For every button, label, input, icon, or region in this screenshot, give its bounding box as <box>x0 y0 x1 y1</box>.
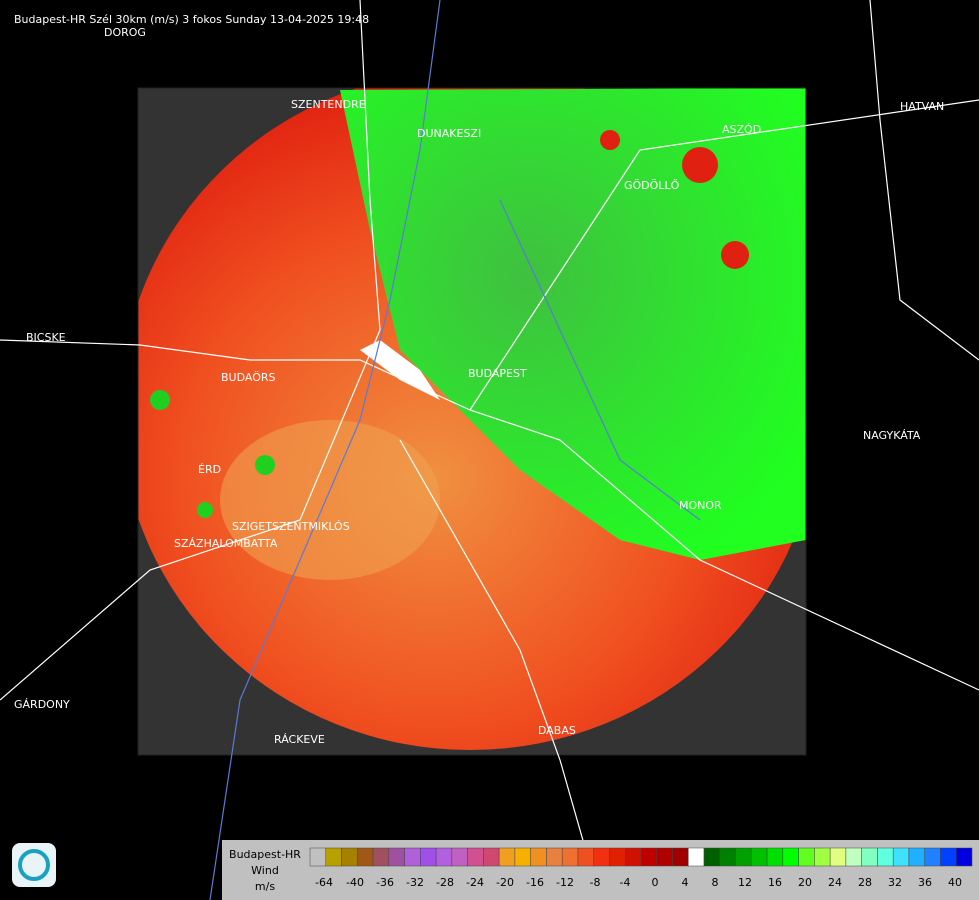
city-label: MONOR <box>679 499 722 512</box>
city-label: BUDAPEST <box>468 367 527 380</box>
legend-tick-label: 36 <box>918 876 932 889</box>
legend-swatch <box>955 847 973 867</box>
legend-swatch <box>924 847 941 867</box>
legend-tick-label: -20 <box>496 876 514 889</box>
legend-swatch <box>388 847 405 867</box>
legend-tick-label: -64 <box>315 876 333 889</box>
legend-swatch <box>892 847 910 867</box>
legend-tick-label: 20 <box>798 876 812 889</box>
legend-swatch <box>908 847 925 867</box>
legend-swatch <box>309 847 327 867</box>
river <box>209 0 441 900</box>
city-label: GÖDÖLLŐ <box>624 178 680 192</box>
legend-swatch <box>719 847 736 867</box>
radar-frame <box>137 87 807 756</box>
legend-swatch <box>435 847 453 867</box>
legend-swatch <box>640 847 658 867</box>
legend-swatch <box>845 847 862 867</box>
legend-tick-label: -40 <box>346 876 364 889</box>
city-label: ASZÓD <box>722 123 761 136</box>
legend-tick-label: -32 <box>406 876 424 889</box>
legend-swatch <box>404 847 421 867</box>
legend-swatch <box>498 847 516 867</box>
road <box>0 339 979 691</box>
legend-swatch <box>325 847 342 867</box>
city-label: BICSKE <box>26 331 66 344</box>
legend-swatch <box>420 847 437 867</box>
legend-scale: -64 -40 -36 -32 -28 -24 -20 -16 -12 -8 -4 0 4 8 12 16 20… <box>309 847 973 889</box>
legend-swatch <box>467 847 484 867</box>
legend-swatch <box>609 847 626 867</box>
road <box>399 439 601 900</box>
city-label: BUDAÖRS <box>221 371 276 384</box>
legend-swatch <box>940 847 957 867</box>
legend-tick-label: 16 <box>768 876 782 889</box>
legend-swatch <box>877 847 894 867</box>
legend-swatch <box>593 847 610 867</box>
legend-tick-label: -36 <box>376 876 394 889</box>
legend-swatch <box>656 847 673 867</box>
city-label: SZÁZHALOMBATTA <box>174 537 278 550</box>
river <box>499 199 701 521</box>
city-label: NAGYKÁTA <box>863 429 921 442</box>
city-label: SZIGETSZENTMIKLÓS <box>232 520 350 533</box>
legend-title: Budapest-HR <box>229 848 301 861</box>
city-label: ÉRD <box>198 463 221 476</box>
legend-swatch <box>514 847 531 867</box>
legend-swatch <box>483 847 500 867</box>
legend-swatch <box>546 847 563 867</box>
legend-tick-label: 24 <box>828 876 842 889</box>
road <box>0 0 381 701</box>
radar-echo <box>138 88 806 750</box>
legend-unit: m/s <box>255 880 275 893</box>
title: Budapest-HR Szél 30km (m/s) 3 fokos Sund… <box>14 13 369 26</box>
city-label: HATVAN <box>900 100 944 113</box>
legend-swatch <box>530 847 547 867</box>
legend-tick-label: 40 <box>948 876 962 889</box>
city-label: DOROG <box>104 26 146 39</box>
legend-tick-label: -12 <box>556 876 574 889</box>
legend-swatch <box>561 847 579 867</box>
legend-swatch <box>798 847 815 867</box>
city-label: DUNAKESZI <box>417 127 481 140</box>
legend-swatch <box>782 847 799 867</box>
legend-tick-label: 12 <box>738 876 752 889</box>
legend-swatch <box>735 847 752 867</box>
legend-tick-label: 0 <box>652 876 659 889</box>
legend-swatch <box>372 847 390 867</box>
legend-swatch <box>861 847 878 867</box>
legend-swatch <box>577 847 594 867</box>
road <box>469 99 979 411</box>
legend-tick-label: -8 <box>590 876 601 889</box>
legend-swatch <box>766 847 784 867</box>
city-label: GÁRDONY <box>14 698 70 711</box>
legend-tick-label: 28 <box>858 876 872 889</box>
legend-swatch <box>688 847 705 867</box>
legend-tick-label: -28 <box>436 876 454 889</box>
legend-subtitle: Wind <box>251 864 279 877</box>
legend-swatch <box>624 847 642 867</box>
city-label: DABAS <box>538 724 576 737</box>
legend-tick-label: -4 <box>620 876 631 889</box>
legend-swatch <box>829 847 847 867</box>
legend-swatch <box>357 847 374 867</box>
city-label: RÁCKEVE <box>274 733 325 746</box>
legend-tick-label: 4 <box>682 876 689 889</box>
road <box>869 0 979 361</box>
legend-swatch <box>814 847 831 867</box>
legend-swatch <box>672 847 689 867</box>
legend-swatch <box>703 847 721 867</box>
logo <box>12 843 56 887</box>
legend-tick-label: 8 <box>712 876 719 889</box>
legend-tick-label: -24 <box>466 876 484 889</box>
city-label: SZENTENDRE <box>291 98 366 111</box>
legend-swatch <box>451 847 468 867</box>
legend-swatch <box>341 847 358 867</box>
legend-tick-label: 32 <box>888 876 902 889</box>
legend-swatch <box>751 847 768 867</box>
legend-tick-label: -16 <box>526 876 544 889</box>
